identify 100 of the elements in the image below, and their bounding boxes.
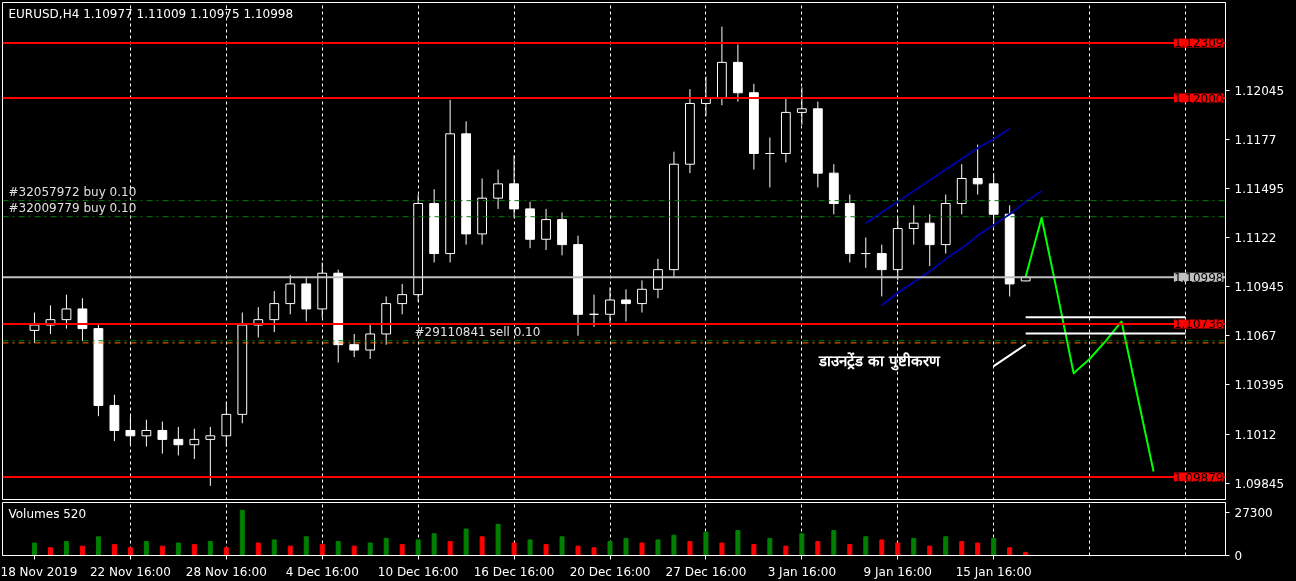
y-tick-label: 1.11495 (1234, 181, 1285, 196)
bar (415, 539, 421, 556)
bar (303, 536, 309, 556)
bar (639, 542, 645, 556)
ref-line-label: 1.12309 (1173, 36, 1224, 51)
bar (783, 545, 789, 556)
y-tick-label: 1.1122 (1234, 230, 1277, 245)
y-tick-label: 1.12045 (1234, 83, 1285, 98)
x-tick-label: 10 Dec 16:00 (377, 564, 459, 579)
candlestick (621, 288, 631, 322)
bar (223, 547, 229, 556)
bar (431, 533, 437, 556)
bar (895, 542, 901, 556)
bar (479, 536, 485, 556)
bar (63, 540, 69, 556)
line-series (864, 127, 1011, 225)
bar (799, 533, 805, 556)
ref-line-label: 1.10998 (1173, 270, 1224, 285)
x-tick-label: 9 Jan 16:00 (863, 564, 932, 579)
bar (959, 540, 965, 556)
chart-title: EURUSD,H4 1.10977 1.11009 1.10975 1.10998 (8, 6, 294, 21)
bar (31, 542, 37, 556)
bar (847, 544, 853, 556)
candlestick (876, 244, 887, 297)
candlestick (29, 312, 40, 344)
candlestick (397, 283, 408, 315)
bar (911, 537, 917, 556)
bar (767, 537, 773, 556)
bar (559, 536, 565, 556)
bar (79, 545, 85, 556)
candlestick (349, 333, 360, 358)
bar (447, 540, 453, 556)
candlestick (221, 401, 232, 448)
bar (335, 540, 341, 556)
chart-title: Volumes 520 (8, 506, 87, 521)
annotation: डाउनट्रेंड का पुष्टीकरण (817, 351, 942, 371)
candlestick (173, 426, 184, 456)
y-tick-label: 1.1012 (1234, 427, 1277, 442)
bar (511, 542, 517, 556)
bar (351, 545, 357, 556)
candlestick (189, 428, 200, 460)
x-tick-label: 15 Jan 16:00 (955, 564, 1032, 579)
y-tick-label: 1.09845 (1234, 476, 1285, 491)
bar (399, 544, 405, 556)
y-tick-label: 27300 (1234, 506, 1273, 521)
bar (191, 544, 197, 556)
ref-line-label: 1.09879 (1173, 470, 1224, 485)
y-tick-label: 1.1067 (1234, 329, 1277, 344)
candlestick (493, 169, 503, 210)
line-series (1024, 216, 1155, 473)
bar (319, 544, 325, 556)
bar (671, 534, 677, 556)
bar (463, 528, 469, 556)
bar (575, 545, 581, 556)
bar (143, 540, 149, 556)
ref-line-label: #29110841 sell 0.10 (414, 324, 541, 339)
bar (255, 542, 261, 556)
bar (863, 536, 869, 556)
candlestick (269, 290, 280, 333)
bar (687, 540, 693, 556)
x-tick-label: 27 Dec 16:00 (665, 564, 747, 579)
bar (95, 536, 101, 556)
bar (719, 542, 725, 556)
x-tick-label: 18 Nov 2019 (0, 564, 78, 579)
bar (815, 540, 821, 556)
candlestick (285, 274, 296, 315)
candlestick (541, 208, 551, 251)
line-series (880, 190, 1043, 307)
bar (111, 544, 117, 556)
bar (175, 542, 181, 556)
bar (879, 539, 885, 556)
bar (127, 547, 133, 556)
x-tick-label: 3 Jan 16:00 (767, 564, 837, 579)
ref-line-label: #32057972 buy 0.10 (8, 184, 137, 199)
bar (655, 539, 661, 556)
bar (287, 545, 293, 556)
bar (383, 537, 389, 556)
candlestick (796, 86, 807, 126)
candlestick (157, 421, 168, 455)
y-tick-label: 0 (1234, 549, 1243, 563)
bar (47, 547, 53, 556)
candlestick (61, 294, 72, 330)
bar (943, 536, 949, 556)
bar (751, 544, 757, 556)
bar (543, 544, 549, 556)
ref-line-label: 1.12000 (1173, 91, 1224, 106)
bar (975, 542, 981, 556)
bar (1007, 547, 1013, 556)
y-tick-label: 1.10945 (1234, 280, 1285, 295)
x-tick-label: 20 Dec 16:00 (569, 564, 651, 579)
bar (735, 530, 741, 556)
candlestick (605, 287, 615, 326)
bar (703, 531, 709, 556)
candlestick (972, 144, 983, 196)
bar (271, 539, 277, 556)
bar (927, 545, 933, 556)
candlestick (141, 419, 152, 448)
x-tick-label: 16 Dec 16:00 (473, 564, 555, 579)
bar (159, 545, 165, 556)
bar (991, 537, 997, 556)
